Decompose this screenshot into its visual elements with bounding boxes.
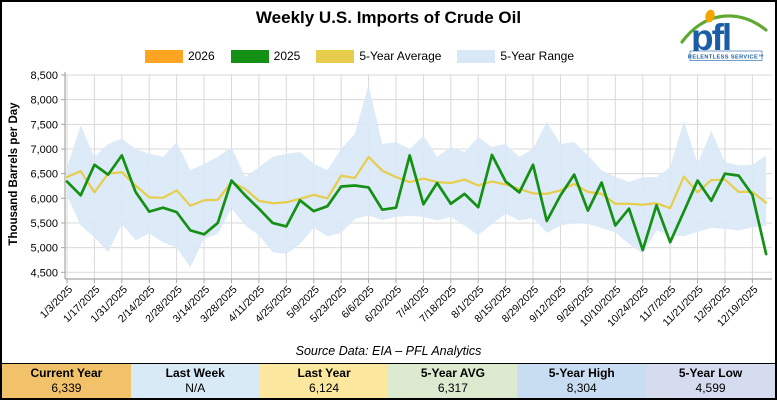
legend-item-2026: 2026 bbox=[144, 49, 215, 63]
legend-label: 2026 bbox=[187, 49, 215, 63]
page-title: Weekly U.S. Imports of Crude Oil bbox=[255, 8, 522, 27]
stat-value: 4,599 bbox=[695, 381, 726, 395]
source-note: Source Data: EIA – PFL Analytics bbox=[295, 344, 482, 358]
stat-value: 6,339 bbox=[51, 381, 82, 395]
legend-swatch-2026 bbox=[144, 49, 183, 63]
logo-dot-icon bbox=[705, 9, 715, 23]
stat-label: 5-Year High bbox=[548, 366, 615, 380]
logo-tagline: RELENTLESS SERVICE™ bbox=[688, 54, 764, 60]
legend-item-2025: 2025 bbox=[230, 49, 301, 63]
stat-5yr-avg: 5-Year AVG 6,317 bbox=[388, 364, 518, 398]
stat-last-year: Last Year 6,124 bbox=[259, 364, 389, 398]
legend-swatch-2025 bbox=[230, 49, 269, 63]
stat-current-year: Current Year 6,339 bbox=[2, 364, 131, 398]
legend-swatch-5yr-average bbox=[316, 49, 355, 63]
legend-label: 2025 bbox=[273, 49, 301, 63]
legend-item-5yr-range: 5-Year Range bbox=[457, 49, 574, 63]
pfl-logo: pfl RELENTLESS SERVICE™ bbox=[680, 9, 768, 61]
legend-item-5yr-average: 5-Year Average bbox=[316, 49, 441, 63]
legend-swatch-5yr-range bbox=[457, 49, 496, 63]
y-tick-label: 6,500 bbox=[30, 169, 58, 181]
y-tick-label: 5,000 bbox=[30, 243, 58, 255]
stat-value: 6,124 bbox=[309, 381, 340, 395]
legend-label: 5-Year Average bbox=[359, 49, 442, 63]
y-axis-title: Thousand Barrels per Day bbox=[8, 102, 20, 246]
stat-label: 5-Year AVG bbox=[420, 366, 485, 380]
chart-legend: 2026 2025 5-Year Average 5-Year Range bbox=[2, 49, 717, 63]
series-2025-line bbox=[65, 153, 768, 256]
stat-value: N/A bbox=[185, 381, 206, 395]
stat-label: Current Year bbox=[30, 366, 103, 380]
y-tick-label: 8,000 bbox=[30, 95, 58, 107]
legend-label: 5-Year Range bbox=[500, 49, 575, 63]
y-tick-label: 4,500 bbox=[30, 267, 58, 279]
crude-imports-chart: 4,500 5,000 5,500 6,000 6,500 7,000 7,500 8,000… bbox=[8, 70, 772, 329]
stat-label: 5-Year Low bbox=[678, 366, 743, 380]
logo-swoosh-icon bbox=[680, 14, 768, 44]
stat-last-week: Last Week N/A bbox=[130, 364, 260, 398]
stat-value: 6,317 bbox=[437, 381, 468, 395]
logo-tagline-box bbox=[689, 50, 763, 61]
y-tick-label: 7,000 bbox=[30, 144, 58, 156]
y-tick-label: 7,500 bbox=[30, 119, 58, 131]
stats-bar: Current Year 6,339 Last Week N/A Last Ye… bbox=[2, 363, 775, 398]
y-tick-label: 5,500 bbox=[30, 218, 58, 230]
y-tick-label: 8,500 bbox=[30, 70, 58, 82]
y-tick-label: 6,000 bbox=[30, 193, 58, 205]
stat-5yr-low: 5-Year Low 4,599 bbox=[646, 364, 775, 398]
stat-5yr-high: 5-Year High 8,304 bbox=[517, 364, 647, 398]
stat-label: Last Year bbox=[297, 366, 351, 380]
stat-label: Last Week bbox=[165, 366, 225, 380]
stat-value: 8,304 bbox=[566, 381, 597, 395]
